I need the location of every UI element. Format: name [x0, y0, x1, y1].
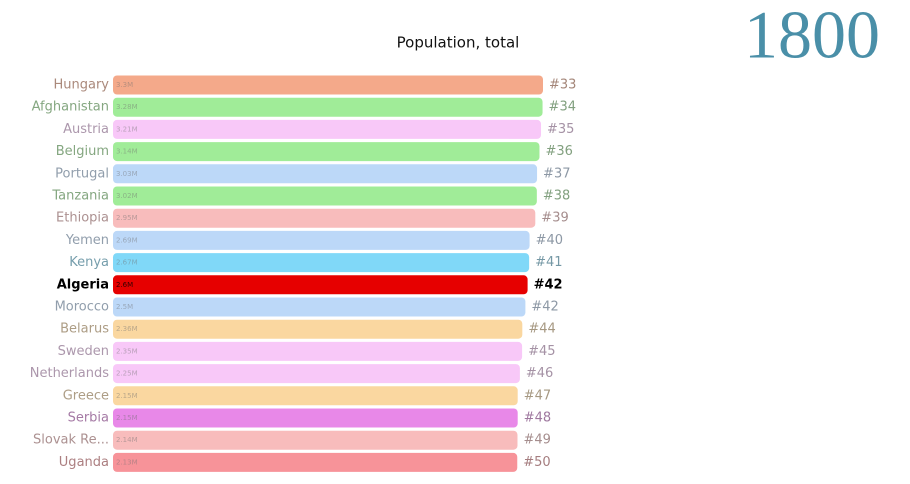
category-label: Hungary	[53, 78, 109, 93]
rank-label: #41	[535, 255, 562, 270]
chart-title: Population, total	[397, 34, 520, 52]
category-label: Kenya	[69, 255, 109, 270]
rank-label: #38	[543, 189, 570, 204]
value-label: 3.03M	[116, 170, 138, 178]
bar	[113, 275, 528, 295]
rank-label: #42	[531, 300, 558, 315]
bar	[113, 364, 520, 384]
value-label: 2.15M	[116, 414, 138, 422]
rank-label: #47	[524, 388, 551, 403]
category-label: Yemen	[65, 233, 109, 248]
rank-label: #33	[549, 78, 576, 93]
rank-label: #46	[526, 366, 553, 381]
rank-label: #37	[543, 166, 570, 181]
bar	[113, 386, 518, 406]
value-label: 2.5M	[116, 303, 133, 311]
bar	[113, 119, 542, 139]
rank-label: #39	[541, 211, 568, 226]
value-label: 3.21M	[116, 125, 138, 133]
bar	[113, 408, 518, 428]
category-label: Portugal	[55, 166, 109, 181]
category-label: Algeria	[57, 277, 109, 292]
category-label: Slovak Re...	[33, 433, 109, 448]
rank-label: #34	[549, 100, 576, 115]
bar	[113, 253, 530, 273]
category-label: Afghanistan	[32, 100, 109, 115]
rank-label: #44	[528, 322, 555, 337]
category-label: Netherlands	[30, 366, 109, 381]
bar	[113, 97, 543, 117]
rank-label: #40	[536, 233, 563, 248]
category-label: Ethiopia	[56, 211, 109, 226]
category-label: Serbia	[68, 411, 109, 426]
bar	[113, 430, 518, 450]
value-label: 2.69M	[116, 236, 138, 244]
category-label: Belarus	[60, 322, 109, 337]
value-label: 3.14M	[116, 148, 138, 156]
category-label: Austria	[63, 122, 109, 137]
value-label: 2.95M	[116, 214, 138, 222]
bar	[113, 341, 523, 361]
rank-label: #48	[524, 411, 551, 426]
bar	[113, 142, 540, 162]
bar	[113, 75, 543, 95]
bar	[113, 452, 518, 472]
value-label: 3.02M	[116, 192, 138, 200]
bar	[113, 319, 523, 339]
bar	[113, 230, 530, 250]
value-label: 2.67M	[116, 259, 138, 267]
rank-label: #35	[547, 122, 574, 137]
value-label: 2.36M	[116, 325, 138, 333]
value-label: 2.15M	[116, 392, 138, 400]
value-label: 2.35M	[116, 347, 138, 355]
value-label: 2.14M	[116, 436, 138, 444]
category-label: Tanzania	[51, 189, 109, 204]
value-label: 2.13M	[116, 458, 138, 466]
bar	[113, 164, 538, 184]
value-label: 2.6M	[116, 281, 133, 289]
category-label: Morocco	[55, 300, 109, 315]
bar	[113, 297, 526, 317]
rank-label: #50	[523, 455, 550, 470]
rank-label: #49	[523, 433, 550, 448]
value-label: 3.28M	[116, 103, 138, 111]
category-label: Uganda	[59, 455, 109, 470]
category-label: Greece	[63, 388, 109, 403]
rank-label: #45	[528, 344, 555, 359]
bar	[113, 186, 537, 206]
category-label: Belgium	[56, 144, 109, 159]
value-label: 2.25M	[116, 370, 138, 378]
year-label: 1800	[744, 0, 880, 73]
rank-label: #42	[534, 277, 563, 292]
bar	[113, 208, 536, 228]
rank-label: #36	[545, 144, 572, 159]
category-label: Sweden	[58, 344, 109, 359]
value-label: 3.3M	[116, 81, 133, 89]
